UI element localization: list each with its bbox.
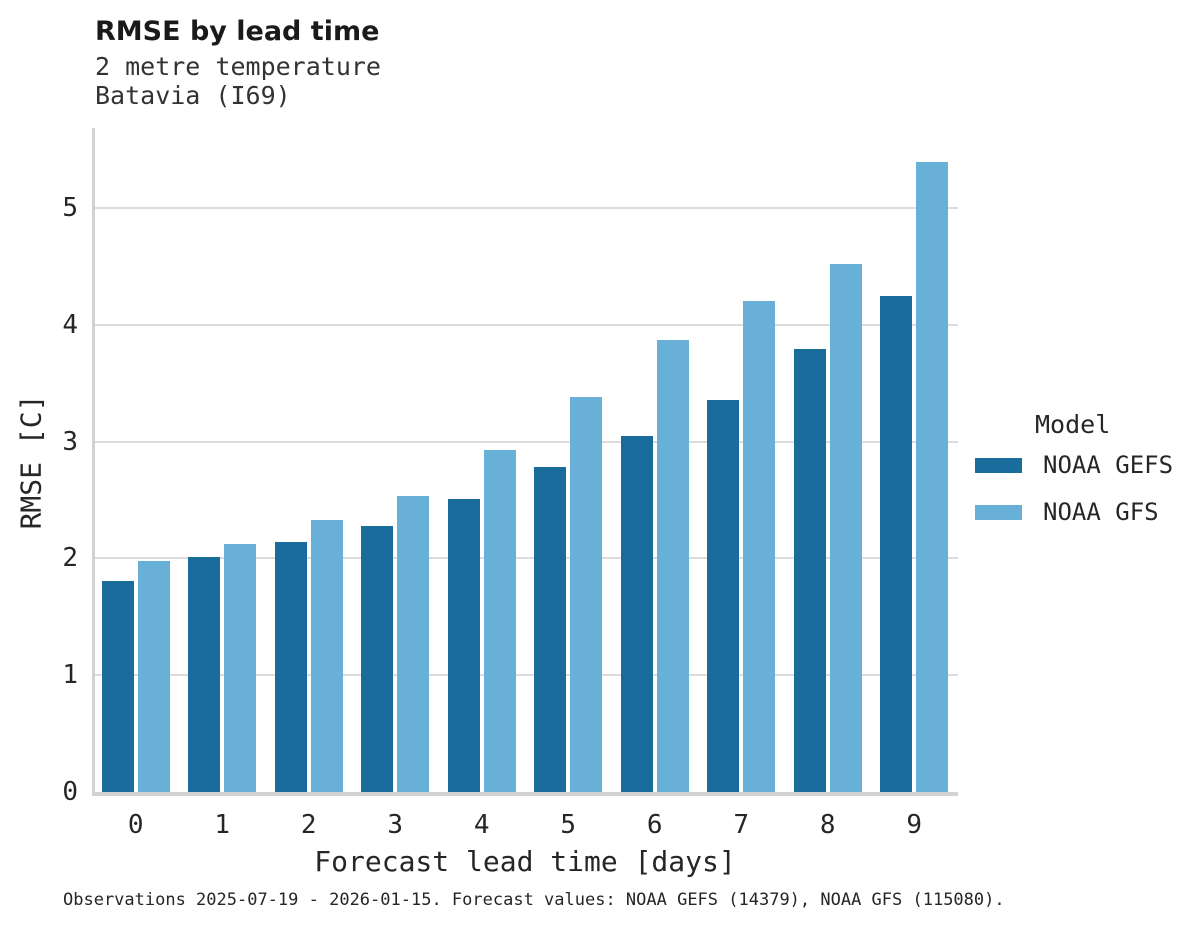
gridline-y-2 [92, 557, 958, 560]
legend-label-noaa-gefs: NOAA GEFS [1043, 451, 1174, 479]
bar-noaa-gfs-lead-8 [829, 264, 862, 792]
bar-noaa-gefs-lead-8 [793, 349, 826, 792]
chart-title: RMSE by lead time [95, 16, 380, 47]
y-tick-label-0: 0 [62, 777, 78, 807]
legend-swatch-noaa-gfs [975, 504, 1022, 520]
legend-swatch-noaa-gefs [975, 457, 1022, 473]
legend-label-noaa-gfs: NOAA GFS [1043, 498, 1159, 526]
x-tick-label-0: 0 [127, 810, 144, 840]
bar-noaa-gfs-lead-7 [743, 301, 776, 792]
bar-noaa-gfs-lead-1 [224, 544, 257, 792]
gridline-y-3 [92, 440, 958, 443]
bar-noaa-gfs-lead-2 [310, 519, 343, 792]
y-tick-label-1: 1 [62, 660, 78, 691]
y-axis-title: RMSE [C] [14, 394, 48, 530]
y-axis-spine [92, 128, 95, 792]
bar-noaa-gfs-lead-3 [397, 496, 430, 792]
caption: Observations 2025-07-19 - 2026-01-15. Fo… [63, 890, 1005, 910]
bar-noaa-gefs-lead-1 [188, 557, 221, 792]
x-tick-label-7: 7 [733, 810, 750, 840]
bar-noaa-gefs-lead-6 [620, 435, 653, 792]
bar-noaa-gefs-lead-0 [101, 580, 134, 792]
legend-items: NOAA GEFS NOAA GFS [975, 451, 1173, 526]
bar-noaa-gefs-lead-2 [274, 542, 307, 792]
bar-noaa-gfs-lead-0 [137, 560, 170, 792]
y-tick-label-4: 4 [62, 309, 78, 340]
chart-subtitle-station: Batavia (I69) [95, 81, 291, 110]
x-axis-title: Forecast lead time [days] [314, 845, 736, 878]
legend-item-noaa-gfs: NOAA GFS [975, 498, 1173, 526]
x-tick-label-6: 6 [646, 810, 663, 840]
bar-noaa-gefs-lead-5 [534, 467, 567, 792]
legend: Model NOAA GEFS NOAA GFS [975, 410, 1173, 545]
gridline-y-5 [92, 207, 958, 209]
bar-noaa-gfs-lead-9 [916, 162, 949, 792]
gridline-y-1 [92, 674, 958, 677]
x-axis-spine [92, 792, 958, 796]
bar-noaa-gefs-lead-3 [361, 525, 394, 792]
bar-noaa-gefs-lead-7 [707, 399, 740, 792]
y-tick-label-5: 5 [62, 193, 78, 223]
legend-item-noaa-gefs: NOAA GEFS [975, 451, 1173, 479]
bar-noaa-gfs-lead-4 [483, 449, 516, 792]
bar-noaa-gefs-lead-4 [447, 498, 480, 792]
y-tick-label-2: 2 [62, 543, 78, 574]
y-tick-label-3: 3 [62, 426, 78, 457]
bar-noaa-gfs-lead-5 [570, 397, 603, 792]
bar-noaa-gefs-lead-9 [880, 295, 913, 792]
chart-header: RMSE by lead time 2 metre temperature Ba… [95, 16, 381, 110]
x-tick-label-8: 8 [819, 810, 836, 840]
chart-subtitle-variable: 2 metre temperature [95, 52, 381, 81]
x-tick-label-3: 3 [387, 810, 404, 840]
x-tick-label-4: 4 [473, 810, 490, 840]
bar-noaa-gfs-lead-6 [656, 339, 689, 792]
x-tick-label-9: 9 [906, 810, 923, 840]
x-tick-label-1: 1 [214, 810, 231, 840]
x-tick-label-5: 5 [560, 810, 577, 840]
gridline-y-4 [92, 323, 958, 326]
legend-title: Model [1035, 410, 1111, 439]
x-tick-label-2: 2 [300, 810, 317, 840]
